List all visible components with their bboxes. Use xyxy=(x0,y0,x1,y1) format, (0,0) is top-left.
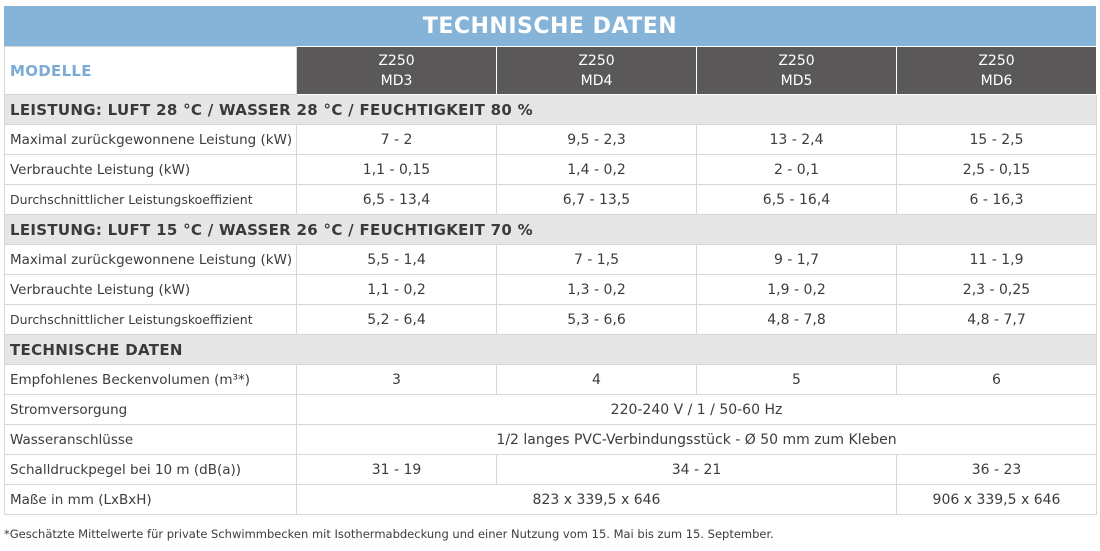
section-title: LEISTUNG: LUFT 28 °C / WASSER 28 °C / FE… xyxy=(4,94,1097,125)
cell-value: 3 xyxy=(296,364,497,395)
cell-value: 4 xyxy=(496,364,697,395)
row-label: Schalldruckpegel bei 10 m (dB(a)) xyxy=(4,454,297,485)
row-label: Maximal zurückgewonnene Leistung (kW) xyxy=(4,244,297,275)
model-name: MD5 xyxy=(780,72,813,89)
cell-value: 1,4 - 0,2 xyxy=(496,154,697,185)
models-header-row: MODELLE Z250 MD3 Z250 MD4 Z250 MD5 Z250 MD6 xyxy=(4,46,1097,95)
row-label: Verbrauchte Leistung (kW) xyxy=(4,154,297,185)
cell-value: 5,2 - 6,4 xyxy=(296,304,497,335)
cell-value: 823 x 339,5 x 646 xyxy=(296,484,897,515)
row-label: Durchschnittlicher Leistungskoeffizient xyxy=(4,184,297,215)
table-row: Maximal zurückgewonnene Leistung (kW) 5,… xyxy=(4,244,1097,275)
model-name: MD4 xyxy=(580,72,613,89)
cell-value: 2,3 - 0,25 xyxy=(896,274,1097,305)
cell-value: 11 - 1,9 xyxy=(896,244,1097,275)
spec-table: MODELLE Z250 MD3 Z250 MD4 Z250 MD5 Z250 MD6 … xyxy=(4,46,1097,515)
cell-value: 906 x 339,5 x 646 xyxy=(896,484,1097,515)
cell-value: 34 - 21 xyxy=(496,454,897,485)
cell-value: 1,3 - 0,2 xyxy=(496,274,697,305)
table-row: Maximal zurückgewonnene Leistung (kW) 7 … xyxy=(4,124,1097,155)
cell-value: 220-240 V / 1 / 50-60 Hz xyxy=(296,394,1097,425)
cell-value: 6 - 16,3 xyxy=(896,184,1097,215)
cell-value: 9,5 - 2,3 xyxy=(496,124,697,155)
model-name: MD6 xyxy=(980,72,1013,89)
cell-value: 1,9 - 0,2 xyxy=(696,274,897,305)
cell-value: 5,3 - 6,6 xyxy=(496,304,697,335)
section-heading-3: TECHNISCHE DATEN xyxy=(4,334,1097,365)
table-row: Stromversorgung 220-240 V / 1 / 50-60 Hz xyxy=(4,394,1097,425)
table-row: Wasseranschlüsse 1/2 langes PVC-Verbindu… xyxy=(4,424,1097,455)
cell-value: 13 - 2,4 xyxy=(696,124,897,155)
cell-value: 6,5 - 13,4 xyxy=(296,184,497,215)
spec-sheet: TECHNISCHE DATEN MODELLE Z250 MD3 Z250 MD4… xyxy=(4,6,1097,515)
cell-value: 1/2 langes PVC-Verbindungsstück - Ø 50 m… xyxy=(296,424,1097,455)
cell-value: 15 - 2,5 xyxy=(896,124,1097,155)
table-row: Maße in mm (LxBxH) 823 x 339,5 x 646 906… xyxy=(4,484,1097,515)
cell-value: 7 - 2 xyxy=(296,124,497,155)
cell-value: 5,5 - 1,4 xyxy=(296,244,497,275)
table-row: Verbrauchte Leistung (kW) 1,1 - 0,2 1,3 … xyxy=(4,274,1097,305)
model-series: Z250 xyxy=(778,52,815,69)
cell-value: 2 - 0,1 xyxy=(696,154,897,185)
model-series: Z250 xyxy=(978,52,1015,69)
model-header-md6: Z250 MD6 xyxy=(896,46,1097,95)
cell-value: 4,8 - 7,8 xyxy=(696,304,897,335)
page-title: TECHNISCHE DATEN xyxy=(4,6,1096,46)
model-series: Z250 xyxy=(378,52,415,69)
cell-value: 6 xyxy=(896,364,1097,395)
cell-value: 31 - 19 xyxy=(296,454,497,485)
cell-value: 5 xyxy=(696,364,897,395)
row-label: Empfohlenes Beckenvolumen (m³*) xyxy=(4,364,297,395)
section-title: TECHNISCHE DATEN xyxy=(4,334,1097,365)
table-row: Schalldruckpegel bei 10 m (dB(a)) 31 - 1… xyxy=(4,454,1097,485)
table-row: Durchschnittlicher Leistungskoeffizient … xyxy=(4,184,1097,215)
row-label: Verbrauchte Leistung (kW) xyxy=(4,274,297,305)
cell-value: 36 - 23 xyxy=(896,454,1097,485)
footnote: *Geschätzte Mittelwerte für private Schw… xyxy=(4,527,774,541)
model-header-md5: Z250 MD5 xyxy=(696,46,897,95)
row-label: Maximal zurückgewonnene Leistung (kW) xyxy=(4,124,297,155)
section-heading-1: LEISTUNG: LUFT 28 °C / WASSER 28 °C / FE… xyxy=(4,94,1097,125)
model-series: Z250 xyxy=(578,52,615,69)
table-row: Empfohlenes Beckenvolumen (m³*) 3 4 5 6 xyxy=(4,364,1097,395)
row-label: Durchschnittlicher Leistungskoeffizient xyxy=(4,304,297,335)
model-name: MD3 xyxy=(380,72,413,89)
table-row: Durchschnittlicher Leistungskoeffizient … xyxy=(4,304,1097,335)
cell-value: 9 - 1,7 xyxy=(696,244,897,275)
cell-value: 4,8 - 7,7 xyxy=(896,304,1097,335)
model-header-md3: Z250 MD3 xyxy=(296,46,497,95)
row-label: Maße in mm (LxBxH) xyxy=(4,484,297,515)
row-label: Wasseranschlüsse xyxy=(4,424,297,455)
cell-value: 1,1 - 0,2 xyxy=(296,274,497,305)
section-heading-2: LEISTUNG: LUFT 15 °C / WASSER 26 °C / FE… xyxy=(4,214,1097,245)
section-title: LEISTUNG: LUFT 15 °C / WASSER 26 °C / FE… xyxy=(4,214,1097,245)
cell-value: 2,5 - 0,15 xyxy=(896,154,1097,185)
model-header-md4: Z250 MD4 xyxy=(496,46,697,95)
cell-value: 6,7 - 13,5 xyxy=(496,184,697,215)
cell-value: 6,5 - 16,4 xyxy=(696,184,897,215)
cell-value: 7 - 1,5 xyxy=(496,244,697,275)
row-label: Stromversorgung xyxy=(4,394,297,425)
models-label: MODELLE xyxy=(4,46,297,95)
cell-value: 1,1 - 0,15 xyxy=(296,154,497,185)
table-row: Verbrauchte Leistung (kW) 1,1 - 0,15 1,4… xyxy=(4,154,1097,185)
